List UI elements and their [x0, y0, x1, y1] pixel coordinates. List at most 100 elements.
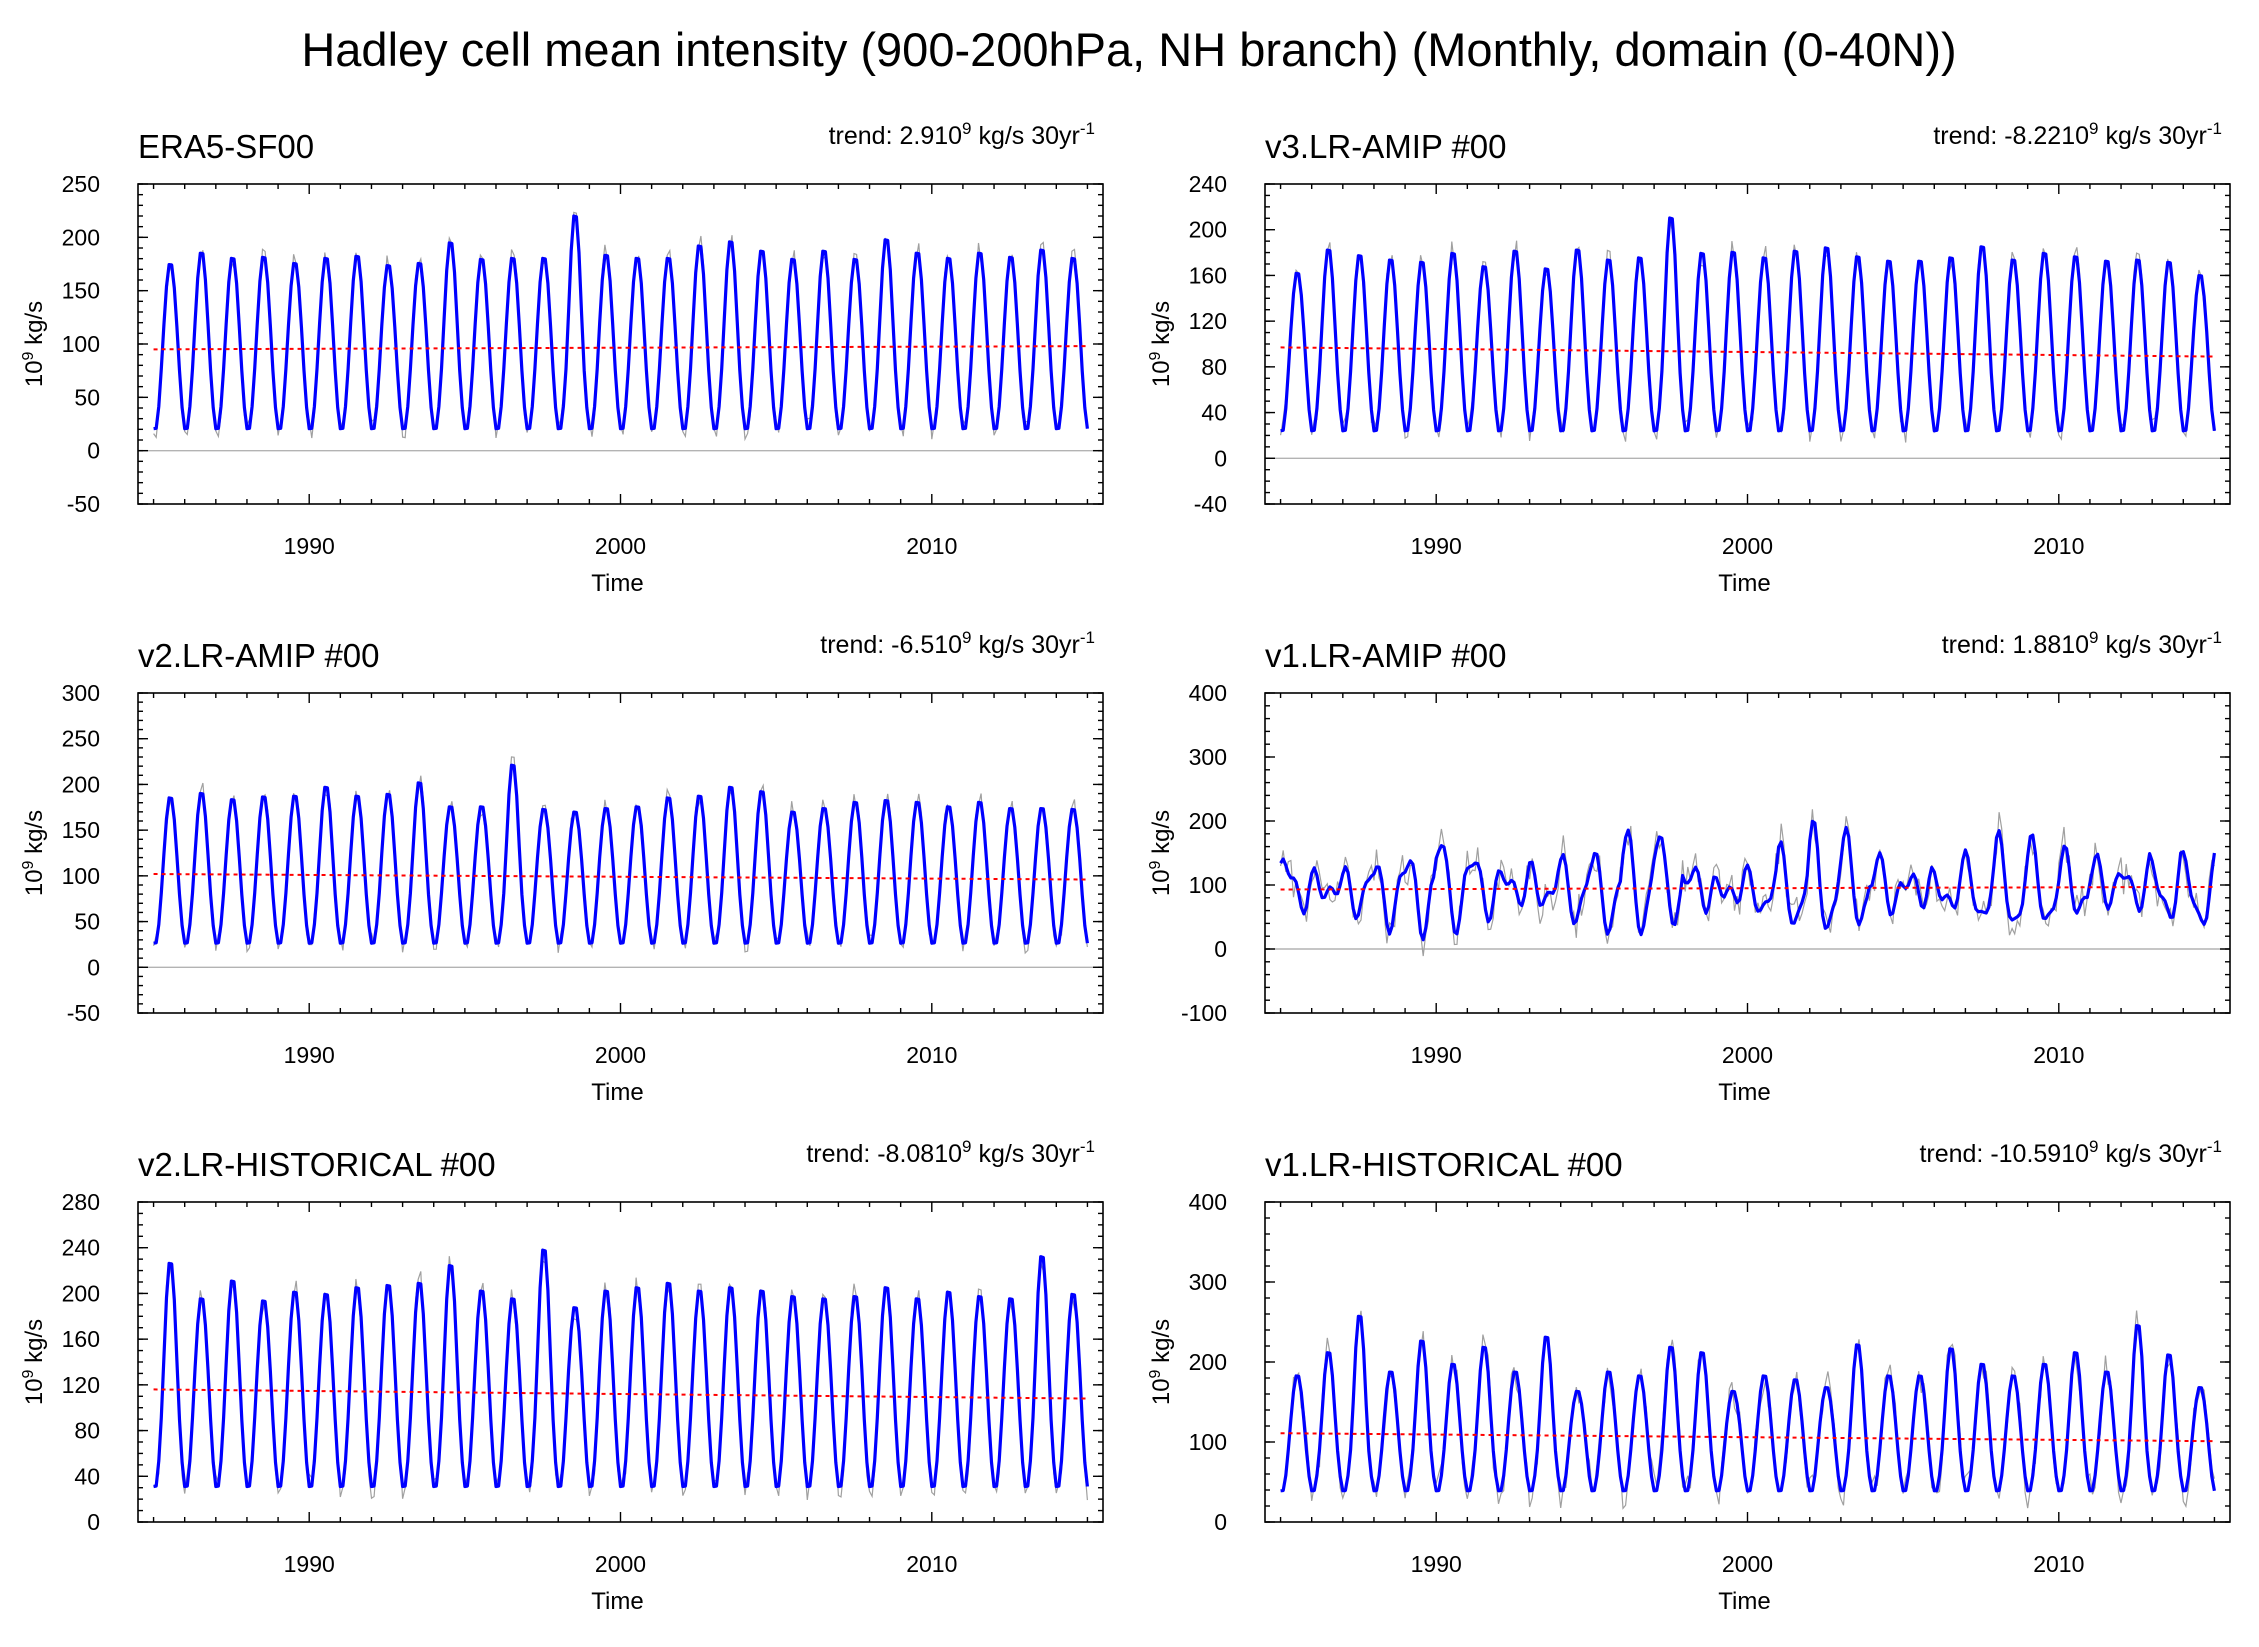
- y-tick-label: 100: [1189, 872, 1227, 898]
- panel-3: v2.LR-AMIP #00 trend: -6.5109 kg/s 30yr-1…: [20, 628, 1104, 1106]
- x-tick-label: 2010: [2033, 1551, 2084, 1577]
- x-tick-label: 2000: [1722, 1042, 1773, 1068]
- y-tick-label: 160: [62, 1326, 100, 1352]
- linear-trend-line: [153, 345, 1088, 351]
- panel-title: v3.LR-AMIP #00: [1265, 128, 1507, 165]
- trend-label: trend: -8.08109 kg/s 30yr-1: [806, 1137, 1095, 1168]
- y-tick-label: 200: [62, 224, 100, 250]
- panel-5: v2.LR-HISTORICAL #00 trend: -8.08109 kg/s…: [20, 1137, 1104, 1615]
- y-tick-label: 120: [62, 1372, 100, 1398]
- x-axis-label: Time: [1718, 1588, 1770, 1615]
- y-tick-label: 120: [1189, 308, 1227, 334]
- y-tick-label: 250: [62, 726, 100, 752]
- plot-frame: [1264, 183, 2231, 505]
- y-tick-label: 150: [62, 817, 100, 843]
- x-axis-label: Time: [591, 1588, 643, 1615]
- y-tick-label: 100: [1189, 1429, 1227, 1455]
- y-tick-label: 400: [1189, 680, 1227, 706]
- plot-frame: [137, 183, 1104, 505]
- linear-trend-line: [1280, 346, 2215, 358]
- y-axis-label: 109 kg/s: [20, 810, 48, 896]
- panel-6: v1.LR-HISTORICAL #00 trend: -10.59109 kg/…: [1147, 1137, 2231, 1615]
- y-tick-label: -40: [1194, 491, 1227, 517]
- plot-frame: [1264, 692, 2231, 1014]
- trend-label: trend: 2.9109 kg/s 30yr-1: [829, 119, 1095, 150]
- y-tick-label: 300: [1189, 1269, 1227, 1295]
- y-tick-label: 80: [1201, 354, 1227, 380]
- panel-2: v3.LR-AMIP #00 trend: -8.22109 kg/s 30yr-…: [1147, 119, 2231, 597]
- y-tick-label: 100: [62, 863, 100, 889]
- y-tick-label: 200: [1189, 217, 1227, 243]
- figure-title: Hadley cell mean intensity (900-200hPa, …: [301, 23, 1956, 76]
- smoothed-series: [1280, 1314, 2216, 1493]
- plot-frame: [137, 692, 1104, 1014]
- x-tick-label: 1990: [284, 533, 335, 559]
- y-tick-label: 160: [1189, 262, 1227, 288]
- y-tick-label: 100: [62, 331, 100, 357]
- raw-monthly-series: [153, 756, 1088, 955]
- raw-monthly-series: [153, 211, 1088, 442]
- linear-trend-line: [1280, 885, 2215, 891]
- y-tick-label: 0: [1214, 445, 1227, 471]
- panel-title: v1.LR-AMIP #00: [1265, 637, 1507, 674]
- y-tick-label: 200: [62, 771, 100, 797]
- panel-title: v2.LR-HISTORICAL #00: [138, 1146, 496, 1183]
- panel-4: v1.LR-AMIP #00 trend: 1.88109 kg/s 30yr-1…: [1147, 628, 2231, 1106]
- x-tick-label: 1990: [284, 1042, 335, 1068]
- y-tick-label: 40: [74, 1463, 100, 1489]
- y-tick-label: 240: [62, 1235, 100, 1261]
- y-tick-label: 200: [1189, 808, 1227, 834]
- x-axis-label: Time: [1718, 570, 1770, 597]
- y-tick-label: 0: [87, 954, 100, 980]
- linear-trend-line: [153, 1388, 1088, 1400]
- trend-label: trend: -6.5109 kg/s 30yr-1: [820, 628, 1095, 659]
- panel-title: v2.LR-AMIP #00: [138, 637, 380, 674]
- x-tick-label: 2010: [906, 1551, 957, 1577]
- x-tick-label: 2000: [595, 533, 646, 559]
- linear-trend-line: [1280, 1432, 2215, 1443]
- raw-monthly-series: [1280, 219, 2215, 443]
- trend-label: trend: -8.22109 kg/s 30yr-1: [1933, 119, 2222, 150]
- smoothed-series: [153, 1248, 1089, 1489]
- y-tick-label: 50: [74, 384, 100, 410]
- y-axis-label: 109 kg/s: [20, 301, 48, 387]
- y-tick-label: -50: [67, 1000, 100, 1026]
- y-tick-label: 0: [1214, 936, 1227, 962]
- smoothed-series: [153, 763, 1089, 945]
- trend-label: trend: 1.88109 kg/s 30yr-1: [1942, 628, 2222, 659]
- smoothed-series: [153, 214, 1089, 431]
- x-axis-label: Time: [591, 1079, 643, 1106]
- x-tick-label: 2010: [906, 1042, 957, 1068]
- x-tick-label: 2010: [906, 533, 957, 559]
- y-tick-label: 300: [1189, 744, 1227, 770]
- y-tick-label: 40: [1201, 400, 1227, 426]
- y-tick-label: 200: [1189, 1349, 1227, 1375]
- x-tick-label: 2010: [2033, 533, 2084, 559]
- panel-title: v1.LR-HISTORICAL #00: [1265, 1146, 1623, 1183]
- x-tick-label: 2000: [1722, 1551, 1773, 1577]
- y-axis-label: 109 kg/s: [1147, 301, 1175, 387]
- x-tick-label: 1990: [1411, 1042, 1462, 1068]
- y-tick-label: 0: [87, 438, 100, 464]
- x-tick-label: 2000: [595, 1042, 646, 1068]
- panel-title: ERA5-SF00: [138, 128, 314, 165]
- y-tick-label: 150: [62, 278, 100, 304]
- y-tick-label: 300: [62, 680, 100, 706]
- y-axis-label: 109 kg/s: [1147, 1319, 1175, 1405]
- x-tick-label: 2000: [595, 1551, 646, 1577]
- x-tick-label: 1990: [1411, 533, 1462, 559]
- y-axis-label: 109 kg/s: [20, 1319, 48, 1405]
- y-tick-label: 250: [62, 171, 100, 197]
- y-tick-label: 280: [62, 1189, 100, 1215]
- y-tick-label: 400: [1189, 1189, 1227, 1215]
- smoothed-series: [1279, 819, 2216, 942]
- x-tick-label: 2000: [1722, 533, 1773, 559]
- y-tick-label: 0: [1214, 1509, 1227, 1535]
- y-axis-label: 109 kg/s: [1147, 810, 1175, 896]
- smoothed-series: [1280, 216, 2216, 433]
- y-tick-label: -100: [1181, 1000, 1227, 1026]
- x-tick-label: 1990: [1411, 1551, 1462, 1577]
- y-tick-label: 0: [87, 1509, 100, 1535]
- y-tick-label: -50: [67, 491, 100, 517]
